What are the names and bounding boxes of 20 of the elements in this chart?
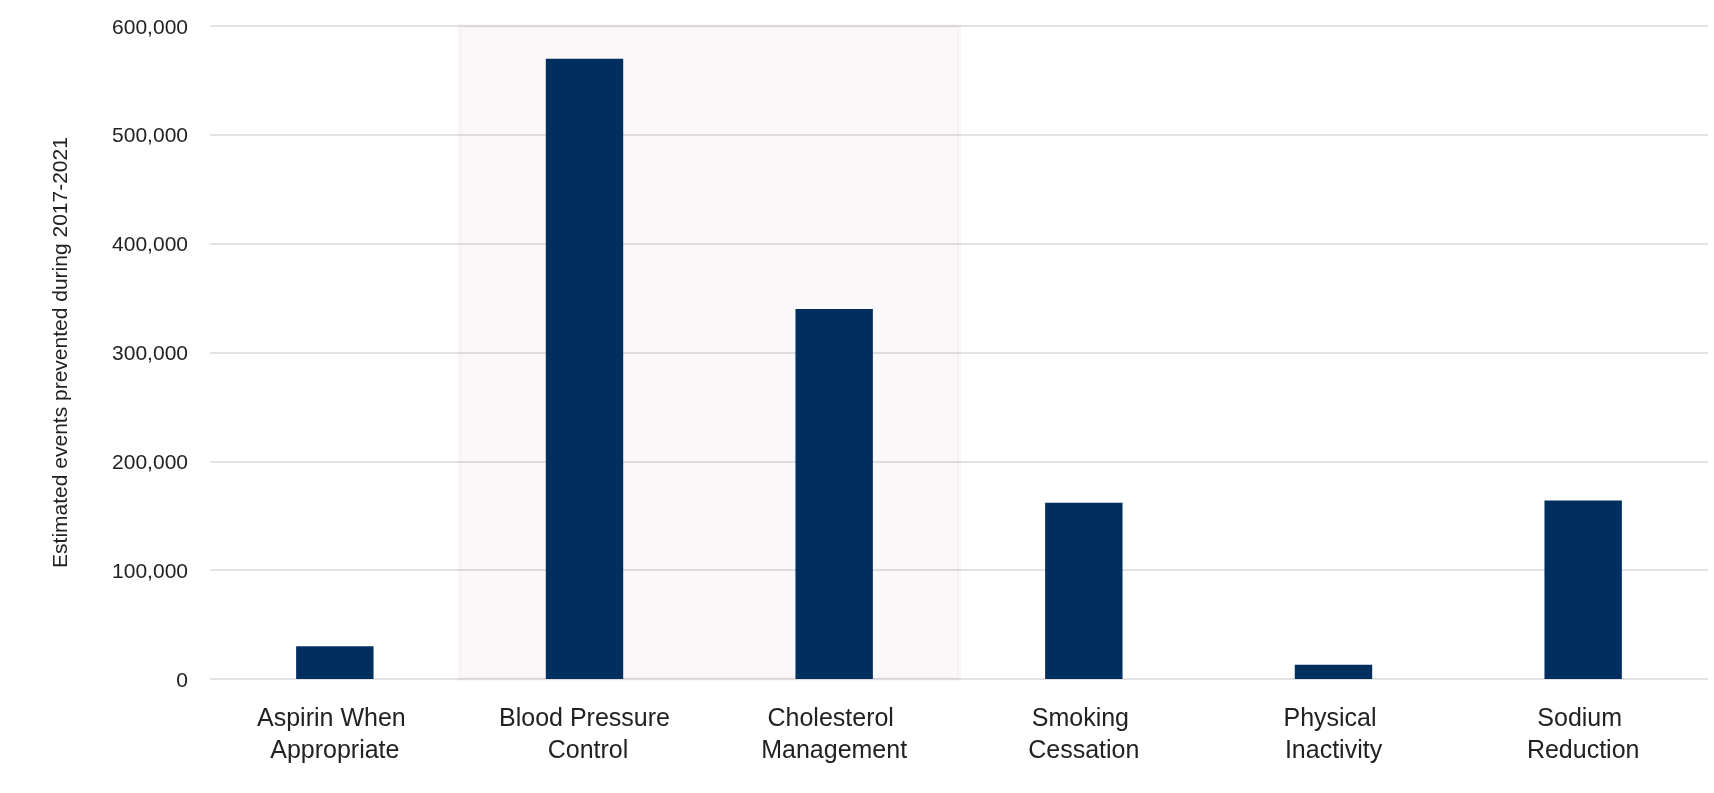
y-axis-title: Estimated events prevented during 2017-2021 (48, 137, 71, 568)
bar (296, 646, 374, 679)
bar (1544, 500, 1622, 679)
bar (545, 58, 624, 679)
x-tick-label: Blood Pressure Control (499, 703, 670, 763)
bar (1045, 502, 1123, 679)
x-tick-label: Sodium Reduction (1526, 703, 1640, 763)
bar (1294, 664, 1373, 679)
x-tick-label: Aspirin When Appropriate (257, 703, 413, 763)
y-tick-label: 200,000 (112, 449, 188, 473)
y-tick-label: 300,000 (112, 341, 188, 364)
x-tick-label: Smoking Cessation (1028, 703, 1140, 763)
y-tick-label: 100,000 (112, 558, 188, 582)
y-tick-label: 0 (176, 667, 188, 691)
y-tick-label: 400,000 (112, 232, 188, 256)
x-tick-label: Cholesterol Management (761, 703, 908, 763)
x-tick-label: Physical Inactivity (1283, 703, 1384, 763)
y-tick-label: 500,000 (112, 123, 188, 147)
bar (795, 308, 873, 679)
y-tick-label: 600,000 (112, 14, 188, 38)
